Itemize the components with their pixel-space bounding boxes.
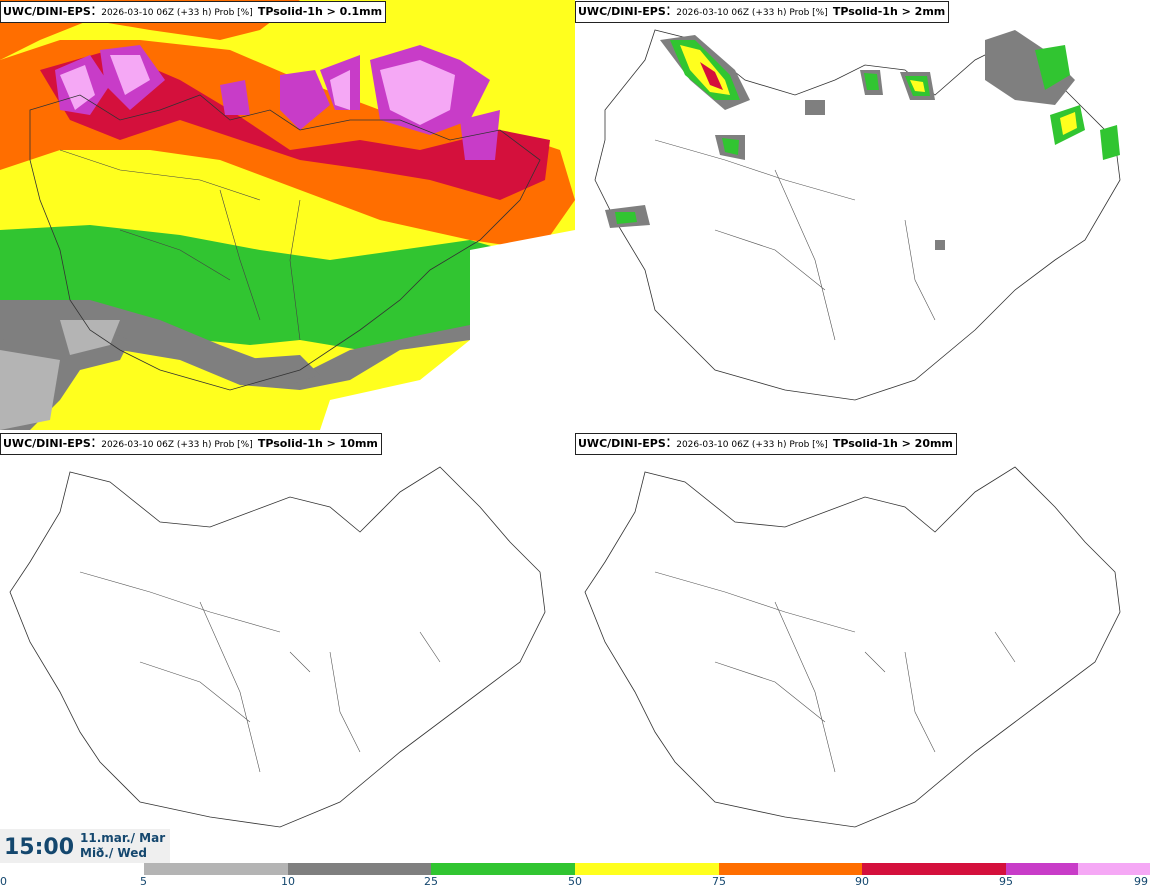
valid-date: 11.mar./ Mar Mið./ Wed <box>80 831 165 861</box>
legend-tick: 99 <box>1134 875 1148 888</box>
run-info: 2026-03-10 06Z (+33 h) Prob [%] <box>676 440 828 450</box>
parameter-label: TPsolid-1h > 20mm <box>832 437 953 450</box>
legend-swatch-95 <box>1006 863 1078 875</box>
run-info: 2026-03-10 06Z (+33 h) Prob [%] <box>101 8 253 18</box>
color-legend <box>0 863 1150 891</box>
panel-title: UWC/DINI-EPS: 2026-03-10 06Z (+33 h) Pro… <box>575 433 957 455</box>
probability-map <box>9 466 546 828</box>
legend-tick: 75 <box>712 875 726 888</box>
legend-tick: 90 <box>855 875 869 888</box>
parameter-label: TPsolid-1h > 2mm <box>832 5 946 18</box>
legend-swatch-75 <box>719 863 863 875</box>
map-panel-10mm: UWC/DINI-EPS: 2026-03-10 06Z (+33 h) Pro… <box>0 432 575 862</box>
legend-tick: 5 <box>140 875 147 888</box>
legend-bar <box>144 863 1150 875</box>
probability-map <box>0 0 575 430</box>
panel-title: UWC/DINI-EPS: 2026-03-10 06Z (+33 h) Pro… <box>575 1 950 23</box>
legend-swatch-90 <box>862 863 1006 875</box>
model-name: UWC/DINI-EPS <box>3 437 91 450</box>
parameter-label: TPsolid-1h > 10mm <box>257 437 378 450</box>
parameter-label: TPsolid-1h > 0.1mm <box>257 5 383 18</box>
model-name: UWC/DINI-EPS <box>3 5 91 18</box>
date-line: 11.mar./ Mar <box>80 831 166 845</box>
valid-time: 15:00 <box>4 835 75 860</box>
legend-tick: 50 <box>568 875 582 888</box>
day-line: Mið./ Wed <box>80 846 147 860</box>
probability-map <box>584 466 1121 828</box>
legend-tick: 95 <box>999 875 1013 888</box>
legend-swatch-10 <box>288 863 432 875</box>
legend-swatch-50 <box>575 863 719 875</box>
run-info: 2026-03-10 06Z (+33 h) Prob [%] <box>101 440 253 450</box>
legend-tick: 0 <box>0 875 7 888</box>
map-panel-20mm: UWC/DINI-EPS: 2026-03-10 06Z (+33 h) Pro… <box>575 432 1150 862</box>
legend-tick: 10 <box>281 875 295 888</box>
legend-tick: 25 <box>424 875 438 888</box>
map-panel-2mm: UWC/DINI-EPS: 2026-03-10 06Z (+33 h) Pro… <box>575 0 1150 430</box>
map-panel-01mm: UWC/DINI-EPS: 2026-03-10 06Z (+33 h) Pro… <box>0 0 575 430</box>
legend-swatch-25 <box>431 863 575 875</box>
panel-title: UWC/DINI-EPS: 2026-03-10 06Z (+33 h) Pro… <box>0 433 382 455</box>
legend-swatch-99 <box>1078 863 1150 875</box>
legend-swatch-5 <box>144 863 288 875</box>
model-name: UWC/DINI-EPS <box>578 5 666 18</box>
probability-map <box>594 29 1121 401</box>
run-info: 2026-03-10 06Z (+33 h) Prob [%] <box>676 8 828 18</box>
panel-title: UWC/DINI-EPS: 2026-03-10 06Z (+33 h) Pro… <box>0 1 387 23</box>
valid-time-box: 15:00 11.mar./ Mar Mið./ Wed <box>0 829 170 863</box>
model-name: UWC/DINI-EPS <box>578 437 666 450</box>
